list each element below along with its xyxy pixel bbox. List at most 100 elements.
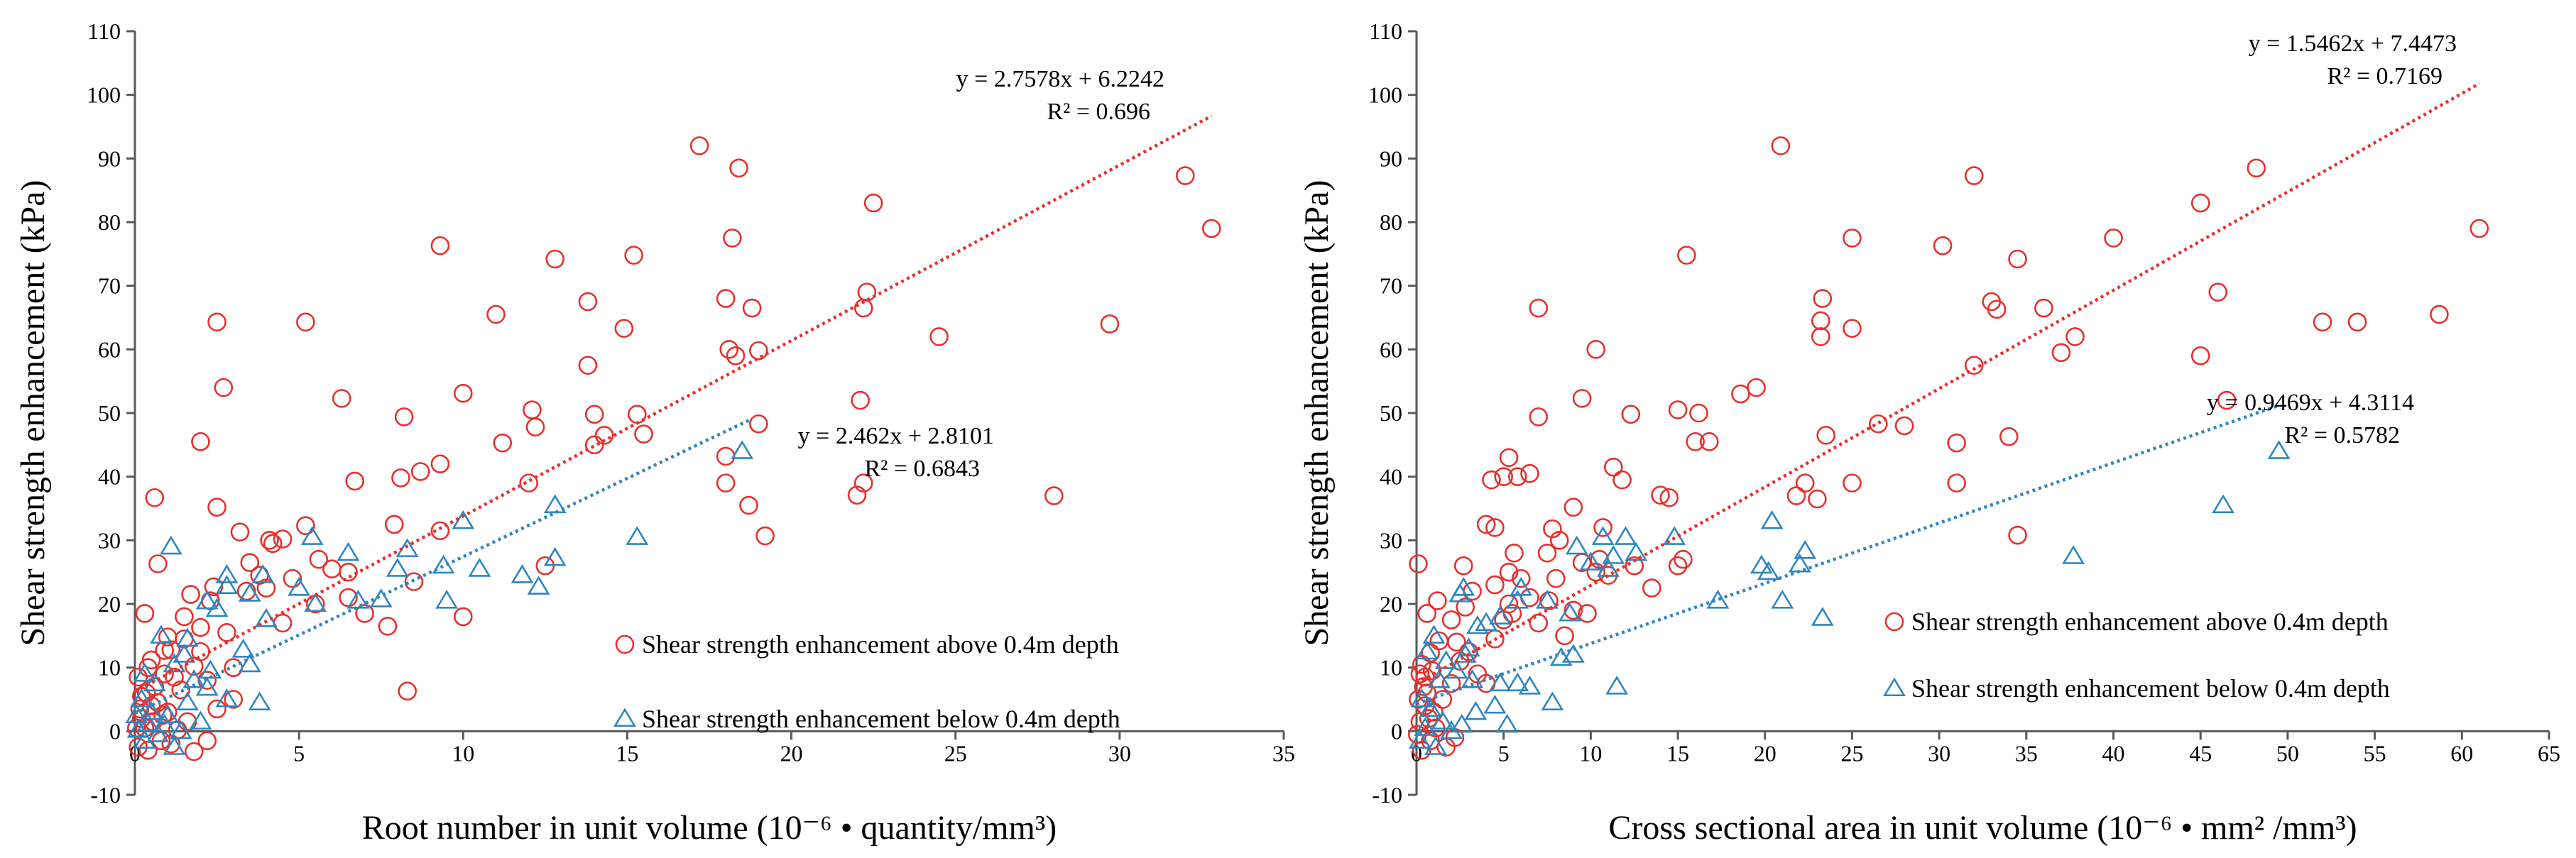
data-point (1603, 457, 1623, 477)
data-point (1201, 219, 1221, 238)
x-axis-title: Cross sectional area in unit volume (10⁻… (1608, 809, 2357, 847)
data-point (1811, 607, 1834, 626)
data-point (543, 546, 567, 566)
data-point (1452, 577, 1475, 596)
data-point (207, 699, 227, 719)
data-point (493, 433, 513, 453)
data-point (726, 346, 746, 365)
data-point (1461, 669, 1484, 688)
data-point (545, 249, 565, 269)
data-point (523, 400, 542, 419)
data-point (1410, 688, 1434, 708)
data-point (1659, 488, 1679, 507)
data-point (207, 312, 227, 332)
data-point (231, 639, 255, 658)
data-point (288, 577, 311, 596)
data-point (2212, 494, 2235, 514)
data-point (723, 229, 742, 248)
data-point (1518, 676, 1541, 695)
data-point (153, 713, 176, 733)
data-point (197, 731, 217, 751)
data-point (345, 471, 365, 491)
data-point (238, 583, 261, 602)
y-axis-title: Shear strength enhancement (kPa) (1298, 180, 1336, 646)
data-point (511, 564, 534, 583)
data-point (263, 534, 283, 554)
data-point (1549, 531, 1569, 550)
data-point (1415, 667, 1435, 687)
data-point (1808, 489, 1827, 509)
data-point (2347, 312, 2367, 332)
data-point (1546, 568, 1566, 588)
x-tick-label: 10 (1579, 740, 1602, 766)
data-point (169, 720, 192, 739)
data-point (1499, 448, 1519, 468)
x-tick-label: 25 (944, 740, 967, 766)
y-tick-label: 100 (87, 82, 121, 108)
data-point (749, 414, 768, 434)
data-point (584, 435, 604, 455)
data-point (230, 522, 250, 541)
x-tick-label: 45 (2189, 740, 2212, 766)
data-point (1541, 691, 1564, 711)
data-point (163, 736, 186, 755)
data-point (1415, 640, 1439, 660)
data-point (863, 193, 883, 213)
data-point (240, 553, 260, 573)
data-point (224, 690, 243, 709)
x-tick-label: 40 (2102, 740, 2125, 766)
data-point (155, 664, 174, 683)
data-point (145, 488, 165, 507)
y-tick-label: 90 (1380, 145, 1402, 171)
data-point (1602, 545, 1625, 564)
data-point (1506, 589, 1529, 609)
data-point (2430, 304, 2449, 324)
y-tick-label: 0 (1391, 718, 1402, 744)
data-point (1625, 556, 1644, 576)
data-point (1428, 591, 1447, 610)
data-point (2065, 327, 2085, 346)
trendline-r2: R² = 0.7169 (2327, 63, 2443, 89)
data-point (1811, 327, 1830, 346)
data-point (1786, 486, 1806, 505)
data-point (384, 515, 404, 534)
data-point (1771, 136, 1791, 155)
data-point (1453, 644, 1477, 663)
trendline-r2: R² = 0.6843 (864, 456, 980, 482)
data-point (309, 549, 329, 569)
trendline-equation: y = 0.9469x + 4.3114 (2207, 390, 2414, 416)
x-tick-labels: 0 5 10 15 20 25 30 35 40 45 50 55 60 65 (1411, 731, 2560, 766)
data-point (1510, 577, 1533, 596)
data-point (332, 389, 351, 408)
data-point (1795, 473, 1815, 493)
x-tick-label: 5 (293, 740, 305, 766)
y-tick-labels: -10 0 10 20 30 40 50 60 70 80 90 100 110 (1368, 18, 1417, 808)
y-tick-label: 10 (1380, 655, 1402, 681)
y-tick-label: 50 (1380, 400, 1402, 426)
data-point (191, 617, 210, 637)
data-point (1816, 426, 1835, 445)
y-tick-label: 50 (98, 400, 121, 426)
data-point (2217, 390, 2237, 410)
data-point (2008, 249, 2027, 269)
x-tick-label: 55 (2364, 740, 2386, 766)
y-tick-label: 60 (98, 336, 121, 362)
data-point (430, 236, 450, 255)
data-point (1499, 594, 1519, 614)
data-point (1431, 710, 1454, 730)
data-point (719, 340, 739, 359)
data-point (1408, 730, 1431, 749)
data-point (355, 604, 374, 623)
data-point (395, 538, 419, 557)
data-point (2313, 312, 2332, 332)
data-point (386, 558, 409, 577)
y-tick-label: 10 (98, 655, 121, 681)
data-point (847, 485, 867, 505)
data-point (184, 742, 204, 761)
data-point (1561, 644, 1585, 663)
data-point (150, 625, 173, 644)
data-point (171, 680, 191, 700)
y-tick-label: 100 (1368, 82, 1402, 108)
x-tick-label: 15 (1666, 740, 1689, 766)
data-point (1440, 720, 1463, 739)
